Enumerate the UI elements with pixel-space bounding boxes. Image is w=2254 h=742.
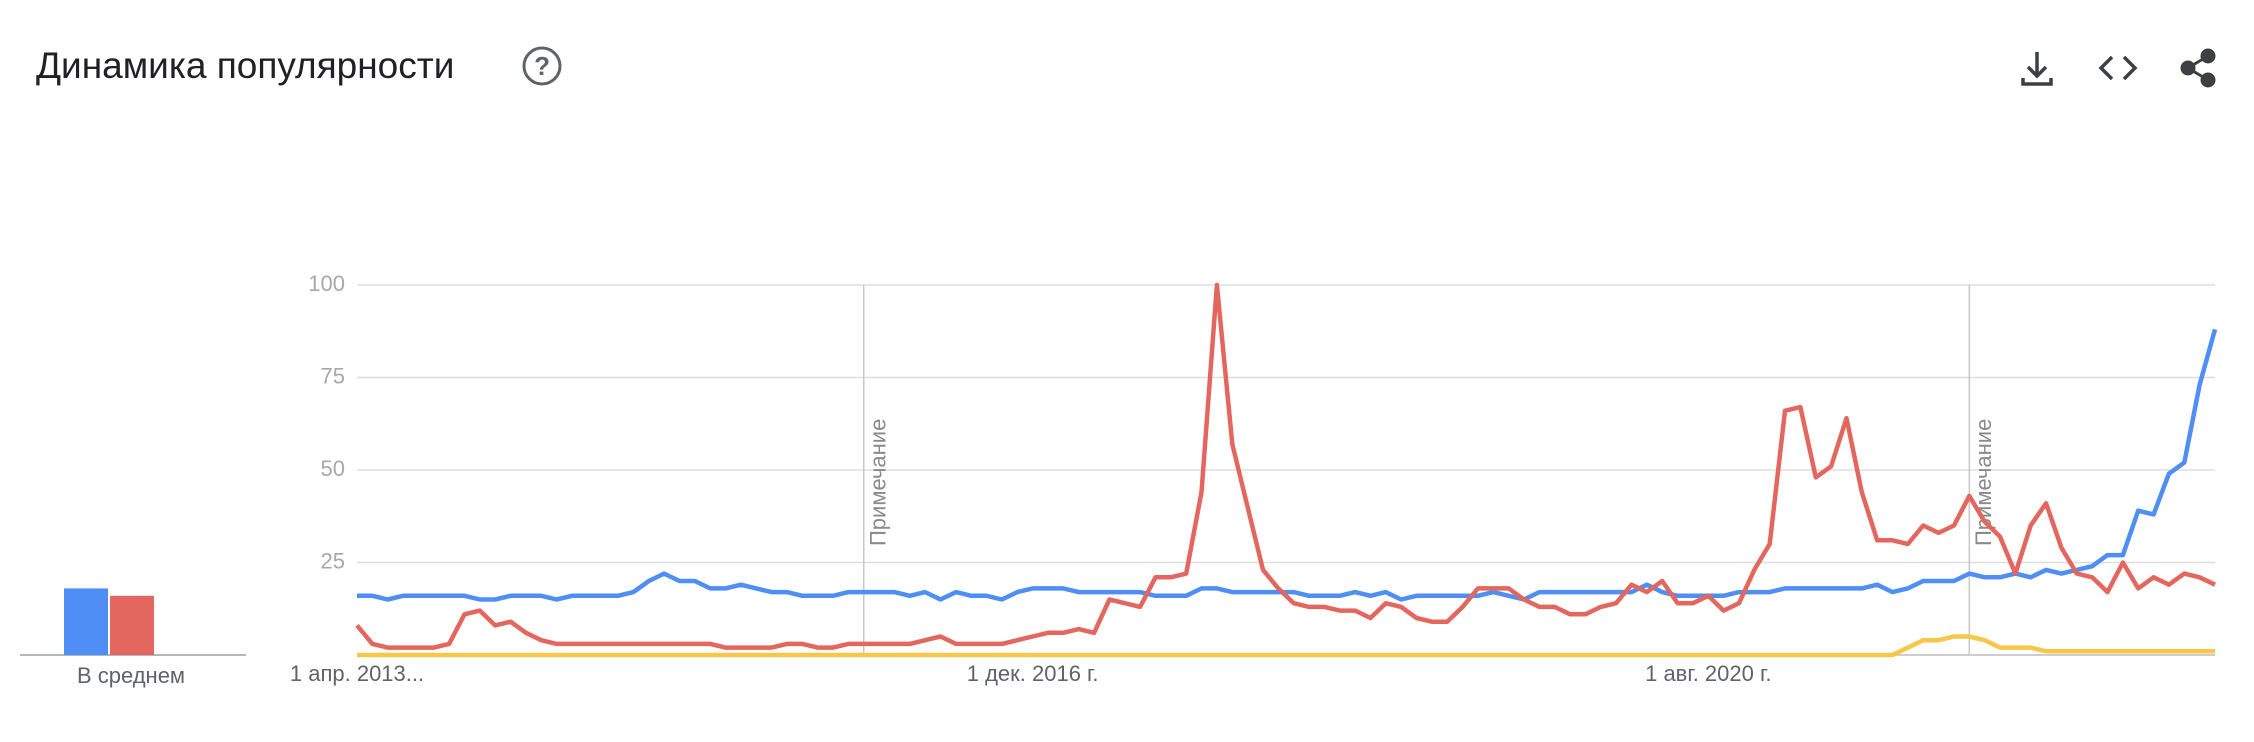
embed-icon[interactable] bbox=[2098, 55, 2138, 81]
average-label: В среднем bbox=[77, 663, 185, 688]
average-bar bbox=[110, 595, 154, 655]
y-tick-label: 50 bbox=[321, 456, 345, 481]
x-tick-label: 1 авг. 2020 г. bbox=[1645, 661, 1771, 686]
share-icon[interactable] bbox=[2180, 48, 2216, 88]
trend-line bbox=[355, 282, 2216, 650]
y-tick-label: 25 bbox=[321, 548, 345, 573]
annotation-label: Примечание bbox=[1971, 419, 1996, 546]
trend-line bbox=[357, 634, 2215, 658]
svg-text:?: ? bbox=[534, 51, 550, 81]
trend-line bbox=[357, 328, 2218, 602]
average-bar bbox=[64, 588, 108, 655]
y-tick-label: 75 bbox=[321, 363, 345, 388]
annotation-label: Примечание bbox=[866, 419, 891, 546]
x-tick-label: 1 дек. 2016 г. bbox=[967, 661, 1099, 686]
y-tick-label: 100 bbox=[308, 271, 345, 296]
widget-title: Динамика популярности bbox=[36, 45, 454, 86]
download-icon[interactable] bbox=[2021, 52, 2053, 86]
help-icon[interactable]: ? bbox=[522, 46, 562, 86]
x-tick-label: 1 апр. 2013... bbox=[290, 661, 424, 686]
